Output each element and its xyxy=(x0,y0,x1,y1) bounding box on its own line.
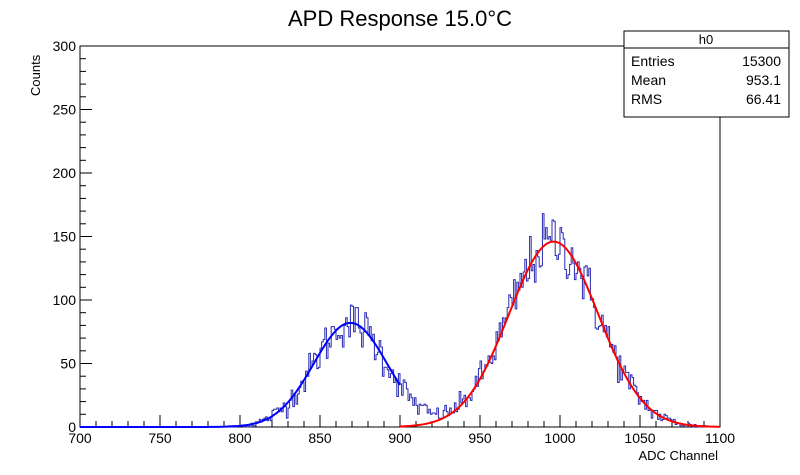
stats-label-mean: Mean xyxy=(631,72,666,88)
x-tick-label: 1050 xyxy=(624,430,655,446)
x-tick-labels: 700 750 800 850 900 950 1000 1050 1100 xyxy=(68,430,735,446)
stats-label-entries: Entries xyxy=(631,53,675,69)
fit-curves xyxy=(80,240,721,428)
x-tick-label: 900 xyxy=(388,430,412,446)
x-tick-label: 850 xyxy=(308,430,332,446)
x-tick-label: 950 xyxy=(468,430,492,446)
y-axis-label: Counts xyxy=(28,54,43,96)
x-axis-label: ADC Channel xyxy=(639,448,719,463)
y-tick-label: 200 xyxy=(53,165,77,181)
stats-box-title: h0 xyxy=(699,32,713,47)
stats-box-frame xyxy=(623,30,790,118)
x-tick-label: 1000 xyxy=(544,430,575,446)
y-tick-label: 100 xyxy=(53,292,77,308)
y-tick-label: 300 xyxy=(53,38,77,54)
y-tick-label: 0 xyxy=(68,419,76,435)
chart-title: APD Response 15.0°C xyxy=(288,6,512,31)
histogram-series xyxy=(80,213,720,428)
stats-label-rms: RMS xyxy=(631,91,662,107)
fit-curve-1 xyxy=(80,321,401,428)
x-tick-label: 700 xyxy=(68,430,92,446)
fit-curve-2 xyxy=(399,240,721,428)
y-tick-label: 250 xyxy=(53,102,77,118)
stats-value-mean: 953.1 xyxy=(746,72,781,88)
x-tick-label: 750 xyxy=(148,430,172,446)
y-tick-label: 150 xyxy=(53,229,77,245)
x-tick-label: 1100 xyxy=(705,430,735,446)
stats-value-rms: 66.41 xyxy=(746,91,781,107)
y-tick-labels: 0 50 100 150 200 250 300 xyxy=(53,38,77,435)
stats-value-entries: 15300 xyxy=(742,53,781,69)
y-tick-label: 50 xyxy=(60,356,76,372)
x-tick-label: 800 xyxy=(228,430,252,446)
stats-box: h0 Entries 15300 Mean 953.1 RMS 66.41 xyxy=(623,30,790,118)
